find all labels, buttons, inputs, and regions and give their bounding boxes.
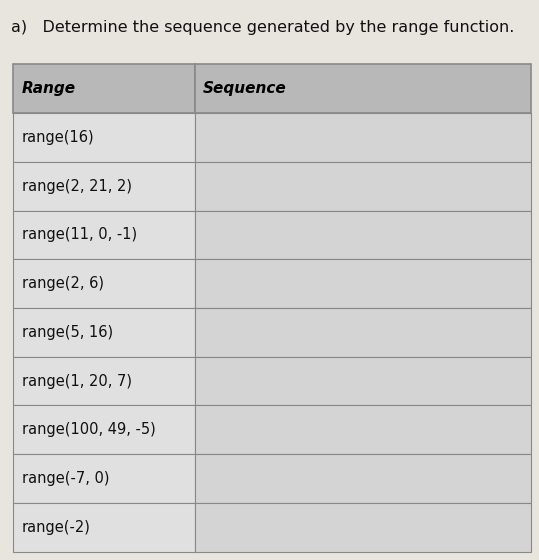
- Bar: [13, 113, 195, 162]
- Text: Sequence: Sequence: [203, 81, 286, 96]
- Text: range(2, 6): range(2, 6): [22, 276, 103, 291]
- Bar: [13, 357, 195, 405]
- Bar: [195, 113, 531, 162]
- Bar: [195, 308, 531, 357]
- Bar: [195, 454, 531, 503]
- Bar: [195, 211, 531, 259]
- Bar: [13, 308, 195, 357]
- Text: range(2, 21, 2): range(2, 21, 2): [22, 179, 132, 194]
- Text: range(-2): range(-2): [22, 520, 91, 535]
- Bar: [13, 64, 195, 113]
- Text: range(5, 16): range(5, 16): [22, 325, 113, 340]
- Bar: [13, 162, 195, 211]
- Bar: [13, 211, 195, 259]
- Bar: [195, 259, 531, 308]
- Bar: [195, 357, 531, 405]
- Text: Range: Range: [22, 81, 75, 96]
- Bar: [195, 405, 531, 454]
- Bar: [13, 454, 195, 503]
- Text: range(1, 20, 7): range(1, 20, 7): [22, 374, 132, 389]
- Text: range(11, 0, -1): range(11, 0, -1): [22, 227, 137, 242]
- Bar: [195, 64, 531, 113]
- Text: range(16): range(16): [22, 130, 94, 145]
- Text: a)   Determine the sequence generated by the range function.: a) Determine the sequence generated by t…: [11, 20, 514, 35]
- Text: range(100, 49, -5): range(100, 49, -5): [22, 422, 155, 437]
- Bar: [195, 503, 531, 552]
- Text: range(-7, 0): range(-7, 0): [22, 471, 109, 486]
- Bar: [13, 259, 195, 308]
- Bar: [195, 162, 531, 211]
- Bar: [13, 503, 195, 552]
- Bar: [13, 405, 195, 454]
